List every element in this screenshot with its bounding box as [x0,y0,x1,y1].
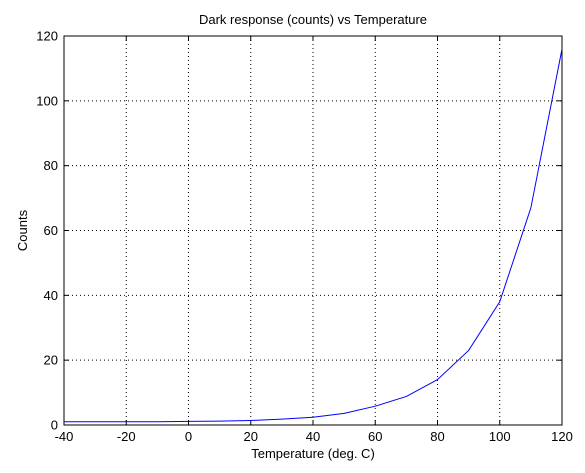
chart-title: Dark response (counts) vs Temperature [199,12,427,27]
y-axis-label: Counts [15,209,30,251]
x-tick-label: -20 [117,429,136,444]
y-tick-label: 20 [44,353,58,368]
x-axis-label: Temperature (deg. C) [251,446,375,461]
tick-labels: -40 -20 0 20 40 60 80 100 120 0 20 40 60 80 100 120 [36,29,573,445]
x-tick-label: 0 [185,429,192,444]
y-tick-label: 40 [44,288,58,303]
y-tick-label: 60 [44,223,58,238]
x-tick-label: 80 [430,429,444,444]
x-tick-label: 40 [306,429,320,444]
x-tick-label: 120 [551,429,573,444]
y-tick-label: 80 [44,158,58,173]
x-tick-label: 100 [489,429,511,444]
series-layer [64,48,563,423]
x-tick-label: 20 [244,429,258,444]
grid-lines [64,36,562,425]
y-tick-label: 100 [36,93,58,108]
x-tick-label: 60 [368,429,382,444]
series-line [64,48,563,423]
x-tick-label: -40 [55,429,74,444]
y-tick-label: 120 [36,29,58,44]
y-tick-label: 0 [51,418,58,433]
